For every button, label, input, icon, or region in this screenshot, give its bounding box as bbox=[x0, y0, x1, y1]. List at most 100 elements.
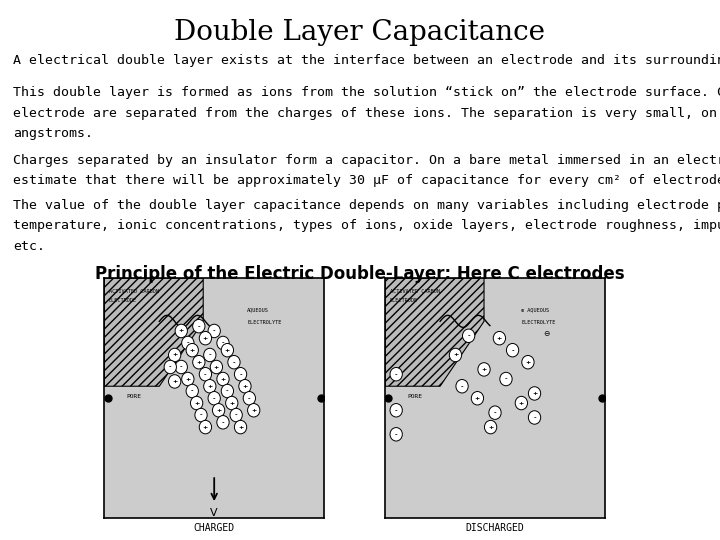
Circle shape bbox=[528, 411, 541, 424]
Text: ELECTROLYTE: ELECTROLYTE bbox=[247, 320, 282, 325]
Text: -: - bbox=[222, 341, 225, 346]
Circle shape bbox=[181, 336, 194, 350]
Circle shape bbox=[168, 348, 181, 362]
Text: -: - bbox=[222, 420, 225, 425]
Circle shape bbox=[181, 372, 194, 386]
Text: angstroms.: angstroms. bbox=[13, 127, 93, 140]
Text: temperature, ionic concentrations, types of ions, oxide layers, electrode roughn: temperature, ionic concentrations, types… bbox=[13, 219, 720, 232]
Circle shape bbox=[243, 392, 256, 405]
Circle shape bbox=[168, 375, 181, 388]
Text: +: + bbox=[497, 336, 502, 341]
Text: +: + bbox=[238, 424, 243, 430]
Text: V: V bbox=[210, 508, 218, 517]
Text: -: - bbox=[395, 372, 397, 377]
Text: -: - bbox=[186, 341, 189, 346]
Circle shape bbox=[225, 396, 238, 410]
Text: ⊖: ⊖ bbox=[544, 329, 549, 338]
Text: Charges separated by an insulator form a capacitor. On a bare metal immersed in : Charges separated by an insulator form a… bbox=[13, 154, 720, 167]
Text: +: + bbox=[203, 336, 208, 341]
Text: -: - bbox=[505, 376, 508, 382]
Text: -: - bbox=[395, 432, 397, 437]
Text: -: - bbox=[248, 396, 251, 401]
Text: +: + bbox=[225, 348, 230, 353]
Text: +: + bbox=[197, 360, 202, 365]
Circle shape bbox=[522, 355, 534, 369]
Circle shape bbox=[235, 420, 247, 434]
Circle shape bbox=[390, 403, 402, 417]
Circle shape bbox=[217, 372, 229, 386]
Text: etc.: etc. bbox=[13, 240, 45, 253]
Text: -: - bbox=[199, 413, 202, 417]
Circle shape bbox=[472, 392, 484, 405]
Text: +: + bbox=[185, 376, 191, 382]
Text: AQUEOUS: AQUEOUS bbox=[247, 308, 269, 313]
Circle shape bbox=[210, 360, 222, 374]
Circle shape bbox=[478, 363, 490, 376]
Circle shape bbox=[204, 380, 216, 393]
Text: +: + bbox=[214, 364, 219, 369]
Text: -: - bbox=[511, 348, 514, 353]
Text: -: - bbox=[180, 364, 183, 369]
Circle shape bbox=[228, 355, 240, 369]
Text: +: + bbox=[474, 396, 480, 401]
Polygon shape bbox=[385, 278, 484, 386]
Text: -: - bbox=[494, 410, 496, 415]
Circle shape bbox=[199, 368, 212, 381]
Text: -: - bbox=[461, 384, 464, 389]
Text: +: + bbox=[243, 384, 248, 389]
Circle shape bbox=[186, 384, 199, 398]
Text: ACTIVATED CARBON: ACTIVATED CARBON bbox=[390, 288, 440, 294]
Text: ACTIVATED CARBON: ACTIVATED CARBON bbox=[109, 288, 159, 294]
Circle shape bbox=[239, 380, 251, 393]
Circle shape bbox=[221, 384, 233, 398]
Text: +: + bbox=[194, 401, 199, 406]
Circle shape bbox=[217, 336, 229, 350]
Text: +: + bbox=[179, 328, 184, 334]
Text: -: - bbox=[213, 396, 215, 401]
Text: ELECTROLYTE: ELECTROLYTE bbox=[521, 320, 556, 325]
Text: ELECTRODE: ELECTRODE bbox=[109, 298, 137, 303]
Text: +: + bbox=[488, 424, 493, 430]
Text: +: + bbox=[216, 408, 221, 413]
Circle shape bbox=[390, 368, 402, 381]
Circle shape bbox=[217, 416, 229, 429]
Circle shape bbox=[456, 380, 468, 393]
Text: +: + bbox=[518, 401, 524, 406]
Text: -: - bbox=[233, 360, 235, 365]
Text: +: + bbox=[207, 384, 212, 389]
Circle shape bbox=[175, 360, 187, 374]
Text: -: - bbox=[239, 372, 242, 377]
Text: A electrical double layer exists at the interface between an electrode and its s: A electrical double layer exists at the … bbox=[13, 54, 720, 67]
Text: Double Layer Capacitance: Double Layer Capacitance bbox=[174, 19, 546, 46]
Circle shape bbox=[248, 403, 260, 417]
Text: CHARGED: CHARGED bbox=[194, 523, 235, 533]
Circle shape bbox=[193, 355, 205, 369]
Circle shape bbox=[516, 396, 528, 410]
Circle shape bbox=[230, 408, 243, 422]
Text: -: - bbox=[191, 389, 194, 394]
Text: +: + bbox=[532, 391, 537, 396]
Text: -: - bbox=[169, 364, 171, 369]
Circle shape bbox=[462, 329, 474, 342]
Circle shape bbox=[208, 392, 220, 405]
Text: -: - bbox=[534, 415, 536, 420]
Text: +: + bbox=[172, 353, 177, 357]
Text: -: - bbox=[467, 333, 470, 338]
Text: ⊕ AQUEOUS: ⊕ AQUEOUS bbox=[521, 308, 549, 313]
Text: The value of the double layer capacitance depends on many variables including el: The value of the double layer capacitanc… bbox=[13, 199, 720, 212]
Text: +: + bbox=[189, 348, 195, 353]
Text: +: + bbox=[172, 379, 177, 384]
Text: PORE: PORE bbox=[127, 394, 141, 399]
Text: This double layer is formed as ions from the solution “stick on” the electrode s: This double layer is formed as ions from… bbox=[13, 86, 720, 99]
Circle shape bbox=[175, 324, 187, 338]
Circle shape bbox=[500, 372, 512, 386]
Text: ELECTRODE: ELECTRODE bbox=[390, 298, 418, 303]
Circle shape bbox=[193, 320, 205, 333]
Text: PORE: PORE bbox=[408, 394, 422, 399]
Circle shape bbox=[199, 332, 212, 345]
Text: -: - bbox=[226, 389, 229, 394]
Text: -: - bbox=[209, 353, 211, 357]
Circle shape bbox=[506, 343, 518, 357]
Circle shape bbox=[390, 428, 402, 441]
Circle shape bbox=[191, 396, 203, 410]
